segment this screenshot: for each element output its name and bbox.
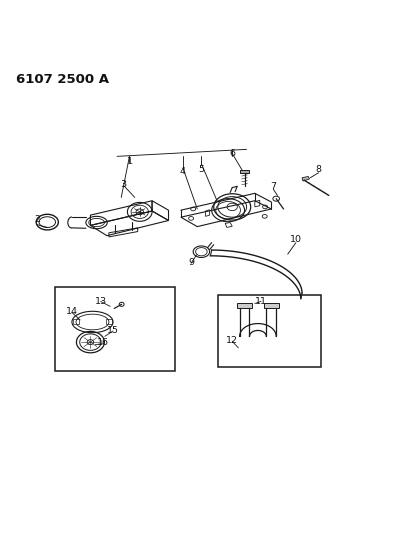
Text: 2: 2 [34, 215, 40, 224]
Polygon shape [237, 303, 252, 308]
Text: 14: 14 [66, 307, 78, 316]
Text: 7: 7 [270, 182, 276, 191]
Text: 16: 16 [97, 338, 109, 347]
Text: 9: 9 [188, 258, 194, 267]
Text: 6: 6 [229, 149, 235, 158]
Text: 6107 2500 A: 6107 2500 A [16, 74, 109, 86]
Polygon shape [264, 303, 279, 308]
Text: 10: 10 [290, 235, 302, 244]
Text: 3: 3 [120, 180, 126, 189]
Text: 4: 4 [180, 167, 186, 176]
Text: 5: 5 [199, 165, 204, 174]
Text: 1: 1 [127, 157, 132, 166]
Text: 12: 12 [226, 336, 238, 345]
Bar [218, 295, 321, 367]
Polygon shape [302, 176, 309, 181]
Text: 11: 11 [255, 297, 267, 306]
Polygon shape [240, 170, 249, 173]
Text: 15: 15 [107, 326, 119, 335]
Text: 8: 8 [316, 165, 321, 174]
Bar [55, 287, 175, 372]
Text: 13: 13 [95, 297, 107, 306]
